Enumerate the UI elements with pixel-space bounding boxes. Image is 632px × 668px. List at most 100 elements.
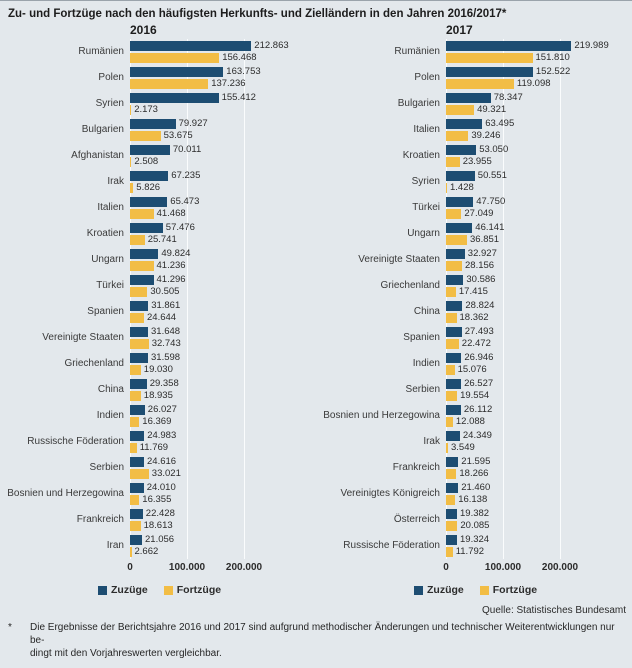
value-label: 16.369 [142,416,172,428]
bar-line: 11.769 [130,442,316,454]
zuzuege-bar [446,67,533,77]
value-label: 67.235 [171,170,201,182]
value-label: 27.493 [464,326,494,338]
gridline [244,39,245,559]
value-label: 24.349 [462,430,492,442]
zuzuege-bar [446,353,462,363]
zuzuege-bar [446,145,477,155]
fortzuege-bar [130,131,161,141]
bar-line: 26.946 [446,352,632,364]
fortzuege-bar [130,235,145,245]
x-axis-tick-label: 200.000 [541,562,579,573]
bar-group: 53.050 23.955 [446,143,632,169]
table-row: Serbien 26.527 19.554 [316,377,632,403]
zuzuege-bar [446,535,457,545]
value-label: 21.056 [145,534,175,546]
value-label: 21.595 [461,456,491,468]
category-label: Irak [107,175,124,187]
category-label: Serbien [89,461,124,473]
bar-group: 65.473 41.468 [130,195,316,221]
bar-line: 22.428 [130,508,316,520]
value-label: 36.851 [470,234,500,246]
footnote-line-2: dingt mit den Vorjahreswerten vergleichb… [30,648,222,660]
legend-item-fortzuege: Fortzüge [163,584,221,596]
bar-group: 24.010 16.355 [130,481,316,507]
bar-group: 79.927 53.675 [130,117,316,143]
bar-line: 16.369 [130,416,316,428]
fortzuege-bar [446,417,453,427]
table-row: Afghanistan 70.011 2.508 [0,143,316,169]
table-row: Ungarn 49.824 41.236 [0,247,316,273]
category-label: Vereinigte Staaten [42,331,124,343]
bar-group: 27.493 22.472 [446,325,632,351]
bar-line: 21.460 [446,482,632,494]
value-label: 46.141 [475,222,505,234]
legend-label-zuzuege: Zuzüge [427,584,464,596]
value-label: 12.088 [455,416,485,428]
fortzuege-swatch-icon [479,585,489,595]
bar-group: 57.476 25.741 [130,221,316,247]
zuzuege-bar [130,535,142,545]
bar-line: 18.362 [446,312,632,324]
bar-line: 49.321 [446,104,632,116]
chart-plot-area: Rumänien 219.989 151.810 Polen 152.522 119.09… [316,39,632,559]
value-label: 11.792 [455,546,485,558]
fortzuege-bar [130,339,149,349]
bar-line: 39.246 [446,130,632,142]
zuzuege-bar [446,249,465,259]
bar-group: 21.056 2.662 [130,533,316,559]
x-axis-tick-label: 200.000 [225,562,263,573]
value-label: 17.415 [458,286,488,298]
table-row: Italien 63.495 39.246 [316,117,632,143]
fortzuege-bar [446,261,462,271]
value-label: 32.743 [151,338,181,350]
bar-line: 17.415 [446,286,632,298]
bar-line: 63.495 [446,118,632,130]
bar-group: 155.412 2.173 [130,91,316,117]
bar-group: 31.648 32.743 [130,325,316,351]
bar-line: 5.826 [130,182,316,194]
bar-line: 23.955 [446,156,632,168]
x-axis-tick-label: 0 [443,562,449,573]
bar-line: 11.792 [446,546,632,558]
bar-group: 29.358 18.935 [130,377,316,403]
zuzuege-bar [130,249,159,259]
bar-line: 46.141 [446,222,632,234]
fortzuege-bar [130,209,154,219]
legend: Zuzüge Fortzüge [414,584,632,596]
category-label: Russische Föderation [27,435,124,447]
bar-group: 21.460 16.138 [446,481,632,507]
value-label: 163.753 [226,66,261,78]
bar-line: 33.021 [130,468,316,480]
value-label: 2.662 [134,546,159,558]
value-label: 70.011 [172,144,202,156]
chart-2017: 2017 Rumänien 219.989 151.810 Polen 152.522 1… [316,23,632,596]
category-label: Frankreich [76,513,124,525]
chart-plot-area: Rumänien 212.863 156.468 Polen 163.753 137.23… [0,39,316,559]
category-label: Syrien [411,175,440,187]
value-label: 19.030 [143,364,173,376]
value-label: 26.946 [464,352,494,364]
bar-line: 219.989 [446,40,632,52]
zuzuege-bar [446,119,483,129]
bar-line: 19.324 [446,534,632,546]
value-label: 23.955 [462,156,492,168]
fortzuege-bar [130,469,149,479]
table-row: Irak 67.235 5.826 [0,169,316,195]
bar-line: 24.644 [130,312,316,324]
bar-group: 67.235 5.826 [130,169,316,195]
bar-line: 57.476 [130,222,316,234]
category-label: Polen [414,71,440,83]
zuzuege-bar [446,275,464,285]
fortzuege-bar [130,495,140,505]
table-row: Iran 21.056 2.662 [0,533,316,559]
category-label: Italien [97,201,124,213]
table-row: Spanien 31.861 24.644 [0,299,316,325]
value-label: 24.983 [147,430,177,442]
value-label: 151.810 [535,52,570,64]
fortzuege-bar [446,209,462,219]
zuzuege-bar [446,405,461,415]
table-row: Frankreich 22.428 18.613 [0,507,316,533]
fortzuege-bar [130,521,141,531]
